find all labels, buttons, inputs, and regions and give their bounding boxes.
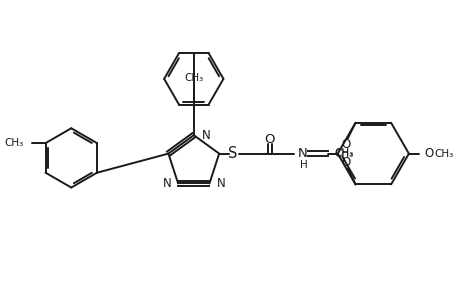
Text: O: O xyxy=(264,133,274,146)
Text: CH₃: CH₃ xyxy=(184,73,203,83)
Text: N: N xyxy=(297,147,307,160)
Text: N: N xyxy=(162,177,171,190)
Text: O: O xyxy=(340,156,349,169)
Text: O: O xyxy=(340,138,349,151)
Text: S: S xyxy=(228,146,237,161)
Text: CH₃: CH₃ xyxy=(333,149,353,159)
Text: CH₃: CH₃ xyxy=(5,138,24,148)
Text: CH₃: CH₃ xyxy=(333,148,353,158)
Text: H: H xyxy=(300,160,308,170)
Text: N: N xyxy=(201,129,210,142)
Text: O: O xyxy=(424,147,433,160)
Text: N: N xyxy=(216,177,224,190)
Text: CH₃: CH₃ xyxy=(434,148,453,159)
